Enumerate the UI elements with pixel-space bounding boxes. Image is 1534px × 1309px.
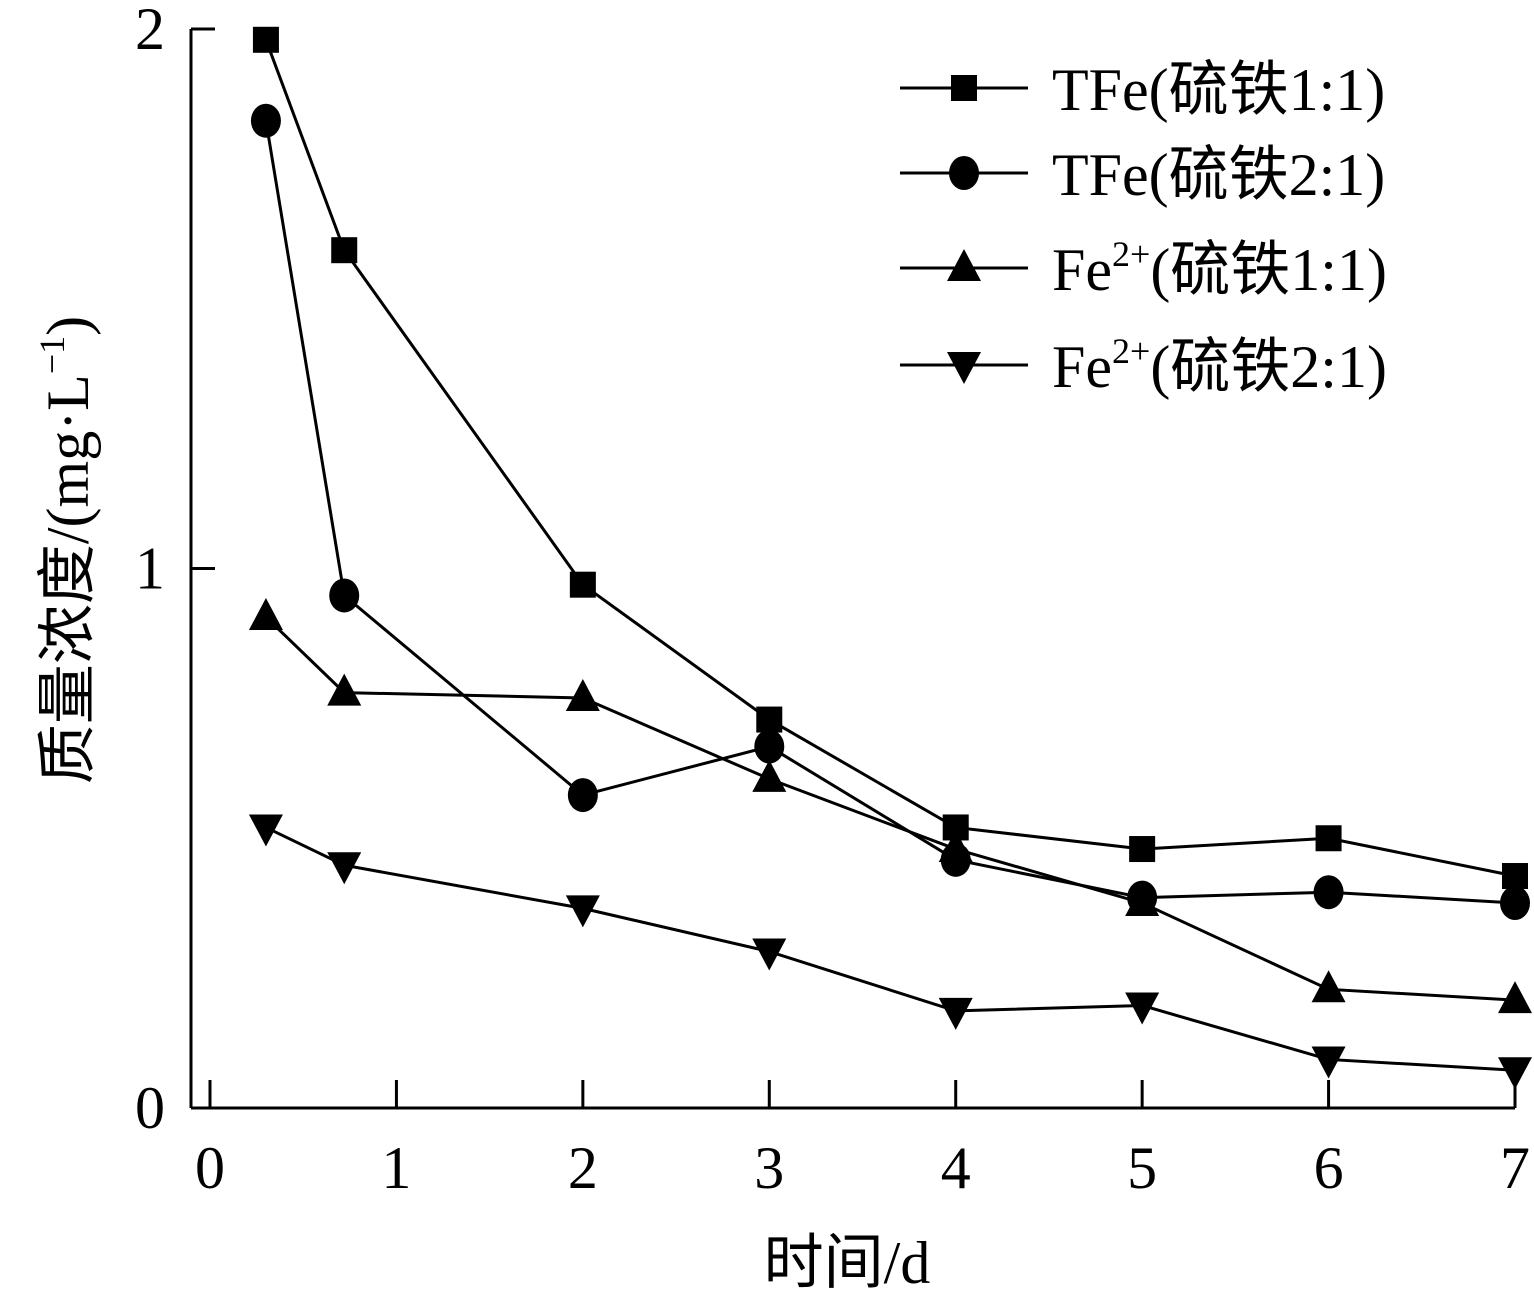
legend-label-prefix: TFe bbox=[1052, 57, 1149, 123]
legend-label: TFe(硫铁2:1) bbox=[1052, 142, 1385, 208]
data-point-triangle-up bbox=[938, 830, 973, 863]
data-point-square bbox=[1129, 836, 1156, 863]
data-point-square bbox=[331, 237, 358, 264]
legend-label-suffix: (硫铁1:1) bbox=[1149, 57, 1386, 123]
y-axis-title-main: 质量浓度/(mg·L bbox=[35, 374, 101, 784]
data-point-triangle-down bbox=[1498, 1057, 1532, 1090]
series-line-2 bbox=[264, 120, 1516, 905]
data-point-triangle-up bbox=[752, 759, 787, 792]
data-point-circle bbox=[329, 578, 360, 613]
data-point-triangle-down bbox=[938, 997, 973, 1030]
data-point-triangle-up bbox=[248, 598, 283, 631]
y-axis-title-exponent: −1 bbox=[32, 336, 72, 374]
data-point-circle bbox=[754, 729, 785, 764]
legend-label: Fe2+(硫铁2:1) bbox=[1052, 331, 1387, 400]
legend-label-suffix: (硫铁1:1) bbox=[1150, 237, 1387, 303]
data-point-circle bbox=[250, 103, 281, 138]
legend-label-prefix: Fe bbox=[1052, 334, 1112, 400]
legend-label-prefix: Fe bbox=[1052, 237, 1112, 303]
legend-marker-square bbox=[951, 75, 977, 101]
series-line-3 bbox=[264, 615, 1516, 1002]
x-tick-label: 2 bbox=[568, 1135, 598, 1201]
legend-label: TFe(硫铁1:1) bbox=[1052, 57, 1385, 123]
plot-lines bbox=[264, 39, 1516, 1072]
x-tick-label: 3 bbox=[754, 1135, 784, 1201]
y-tick-label: 2 bbox=[135, 0, 165, 62]
data-point-triangle-down bbox=[1311, 1046, 1346, 1079]
x-tick-label: 0 bbox=[195, 1135, 225, 1201]
data-point-triangle-down bbox=[565, 895, 600, 928]
series-line-1 bbox=[264, 39, 1516, 878]
y-axis-title: 质量浓度/(mg·L−1) bbox=[32, 316, 101, 784]
data-point-triangle-down bbox=[752, 938, 787, 971]
legend-label-prefix: TFe bbox=[1052, 142, 1149, 208]
legend-marker-triangle-down bbox=[947, 352, 981, 384]
data-point-triangle-down bbox=[1125, 992, 1160, 1025]
series-line-4 bbox=[265, 826, 1516, 1072]
data-point-square bbox=[756, 706, 783, 733]
y-tick-label: 1 bbox=[135, 536, 165, 602]
data-point-square bbox=[252, 26, 279, 53]
data-point-square bbox=[569, 571, 596, 598]
legend-label-suffix: (硫铁2:1) bbox=[1150, 334, 1387, 400]
data-point-triangle-down bbox=[327, 852, 362, 885]
legend-marker-triangle-up bbox=[947, 249, 981, 281]
x-tick-label: 5 bbox=[1127, 1135, 1157, 1201]
data-point-triangle-up bbox=[327, 673, 362, 706]
x-tick-label: 4 bbox=[941, 1135, 971, 1201]
data-point-triangle-down bbox=[248, 814, 283, 847]
data-point-square bbox=[1502, 863, 1528, 890]
data-point-triangle-up bbox=[1311, 970, 1346, 1003]
legend-marker-circle bbox=[949, 156, 979, 190]
data-point-circle bbox=[1500, 885, 1530, 920]
legend: TFe(硫铁1:1)TFe(硫铁2:1)Fe2+(硫铁1:1)Fe2+(硫铁2:… bbox=[900, 57, 1387, 400]
data-point-triangle-up bbox=[1498, 981, 1532, 1014]
axes: 0 1 2 3 4 5 6 7 0 1 2 bbox=[135, 0, 1530, 1201]
data-point-circle bbox=[1313, 875, 1344, 910]
legend-label-superscript: 2+ bbox=[1112, 234, 1150, 274]
x-tick-label: 7 bbox=[1500, 1135, 1530, 1201]
data-point-triangle-up bbox=[565, 678, 600, 711]
y-tick-label: 0 bbox=[135, 1075, 165, 1141]
data-point-triangle-up bbox=[1125, 883, 1160, 916]
legend-label-superscript: 2+ bbox=[1112, 331, 1150, 371]
x-tick-label: 1 bbox=[381, 1135, 411, 1201]
x-tick-label: 6 bbox=[1314, 1135, 1344, 1201]
x-axis-title: 时间/d bbox=[764, 1230, 931, 1296]
legend-label: Fe2+(硫铁1:1) bbox=[1052, 234, 1387, 303]
data-point-circle bbox=[567, 778, 598, 813]
legend-label-suffix: (硫铁2:1) bbox=[1149, 142, 1386, 208]
data-point-square bbox=[1315, 825, 1342, 852]
plot-markers bbox=[248, 26, 1532, 1090]
y-axis-title-close: ) bbox=[35, 316, 101, 336]
